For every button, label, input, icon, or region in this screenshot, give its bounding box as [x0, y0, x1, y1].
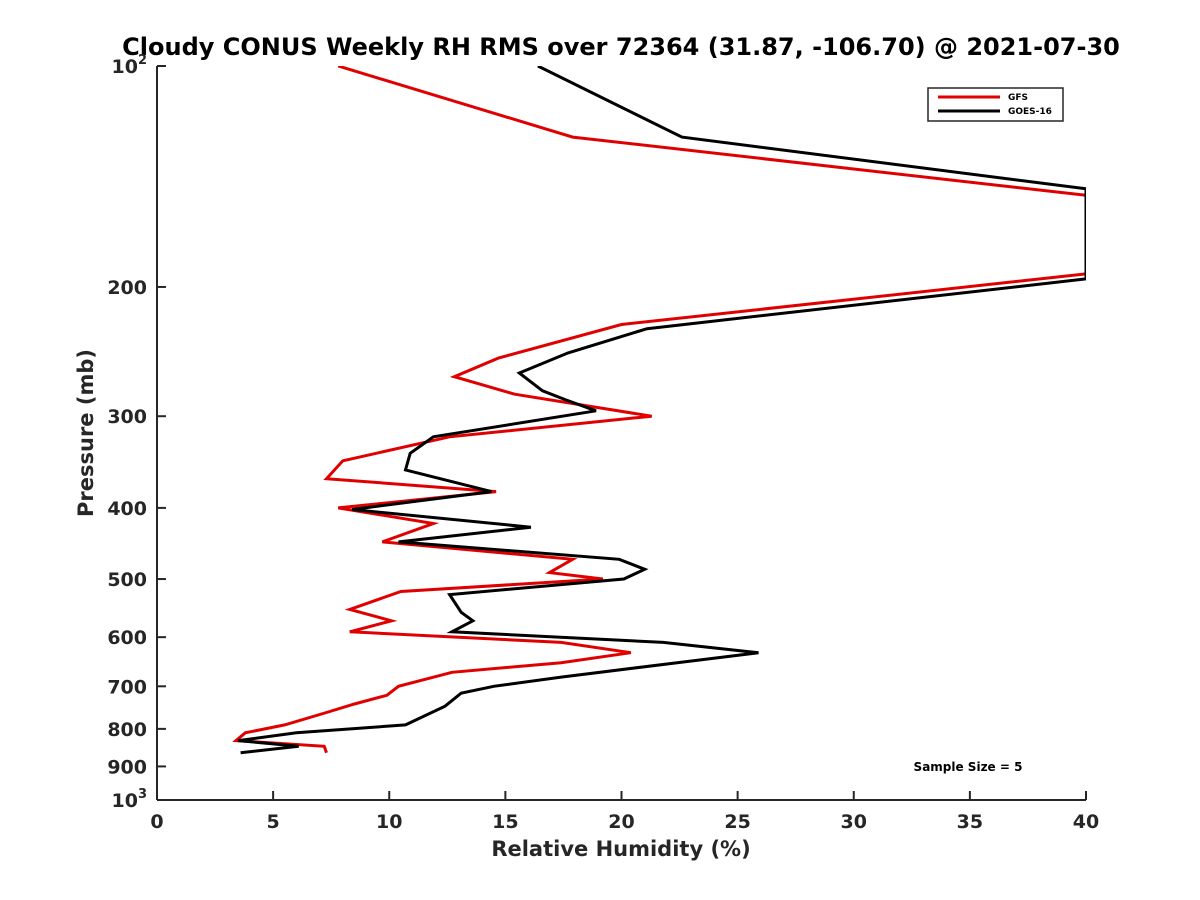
x-tick-label: 5	[267, 811, 280, 833]
legend-label: GOES-16	[1008, 107, 1052, 117]
x-tick-label: 15	[492, 811, 518, 833]
x-tick-label: 35	[957, 811, 983, 833]
axis-ticks: 0 5 10 15 20 25 30 35 40 102 200 300 400 500 600 700 800…	[107, 53, 1099, 833]
y-tick-label: 300	[107, 406, 147, 428]
y-tick-label: 500	[107, 569, 147, 591]
legend-label: GFS	[1008, 93, 1028, 103]
y-tick-label: 800	[107, 719, 147, 741]
legend-box	[927, 87, 1064, 122]
y-tick-label: 102	[112, 53, 148, 78]
x-axis-label: Relative Humidity (%)	[491, 837, 750, 861]
legend: GFS GOES-16	[927, 87, 1064, 122]
y-tick-label: 103	[112, 787, 148, 812]
y-tick-label: 200	[107, 277, 147, 299]
x-tick-label: 30	[841, 811, 867, 833]
y-tick-label: 400	[107, 498, 147, 520]
y-tick-label: 900	[107, 756, 147, 778]
x-tick-label: 40	[1073, 811, 1099, 833]
sample-size-annotation: Sample Size = 5	[914, 760, 1023, 774]
x-tick-label: 25	[724, 811, 750, 833]
plot-area	[232, 66, 1086, 755]
series-line-goes-16	[238, 66, 1086, 755]
y-axis-label: Pressure (mb)	[74, 349, 98, 517]
chart-title: Cloudy CONUS Weekly RH RMS over 72364 (3…	[122, 33, 1120, 61]
series-line-gfs	[232, 66, 1086, 754]
x-tick-label: 0	[150, 811, 163, 833]
y-tick-label: 600	[107, 627, 147, 649]
x-tick-label: 10	[376, 811, 402, 833]
x-tick-label: 20	[608, 811, 634, 833]
y-tick-label: 700	[107, 676, 147, 698]
